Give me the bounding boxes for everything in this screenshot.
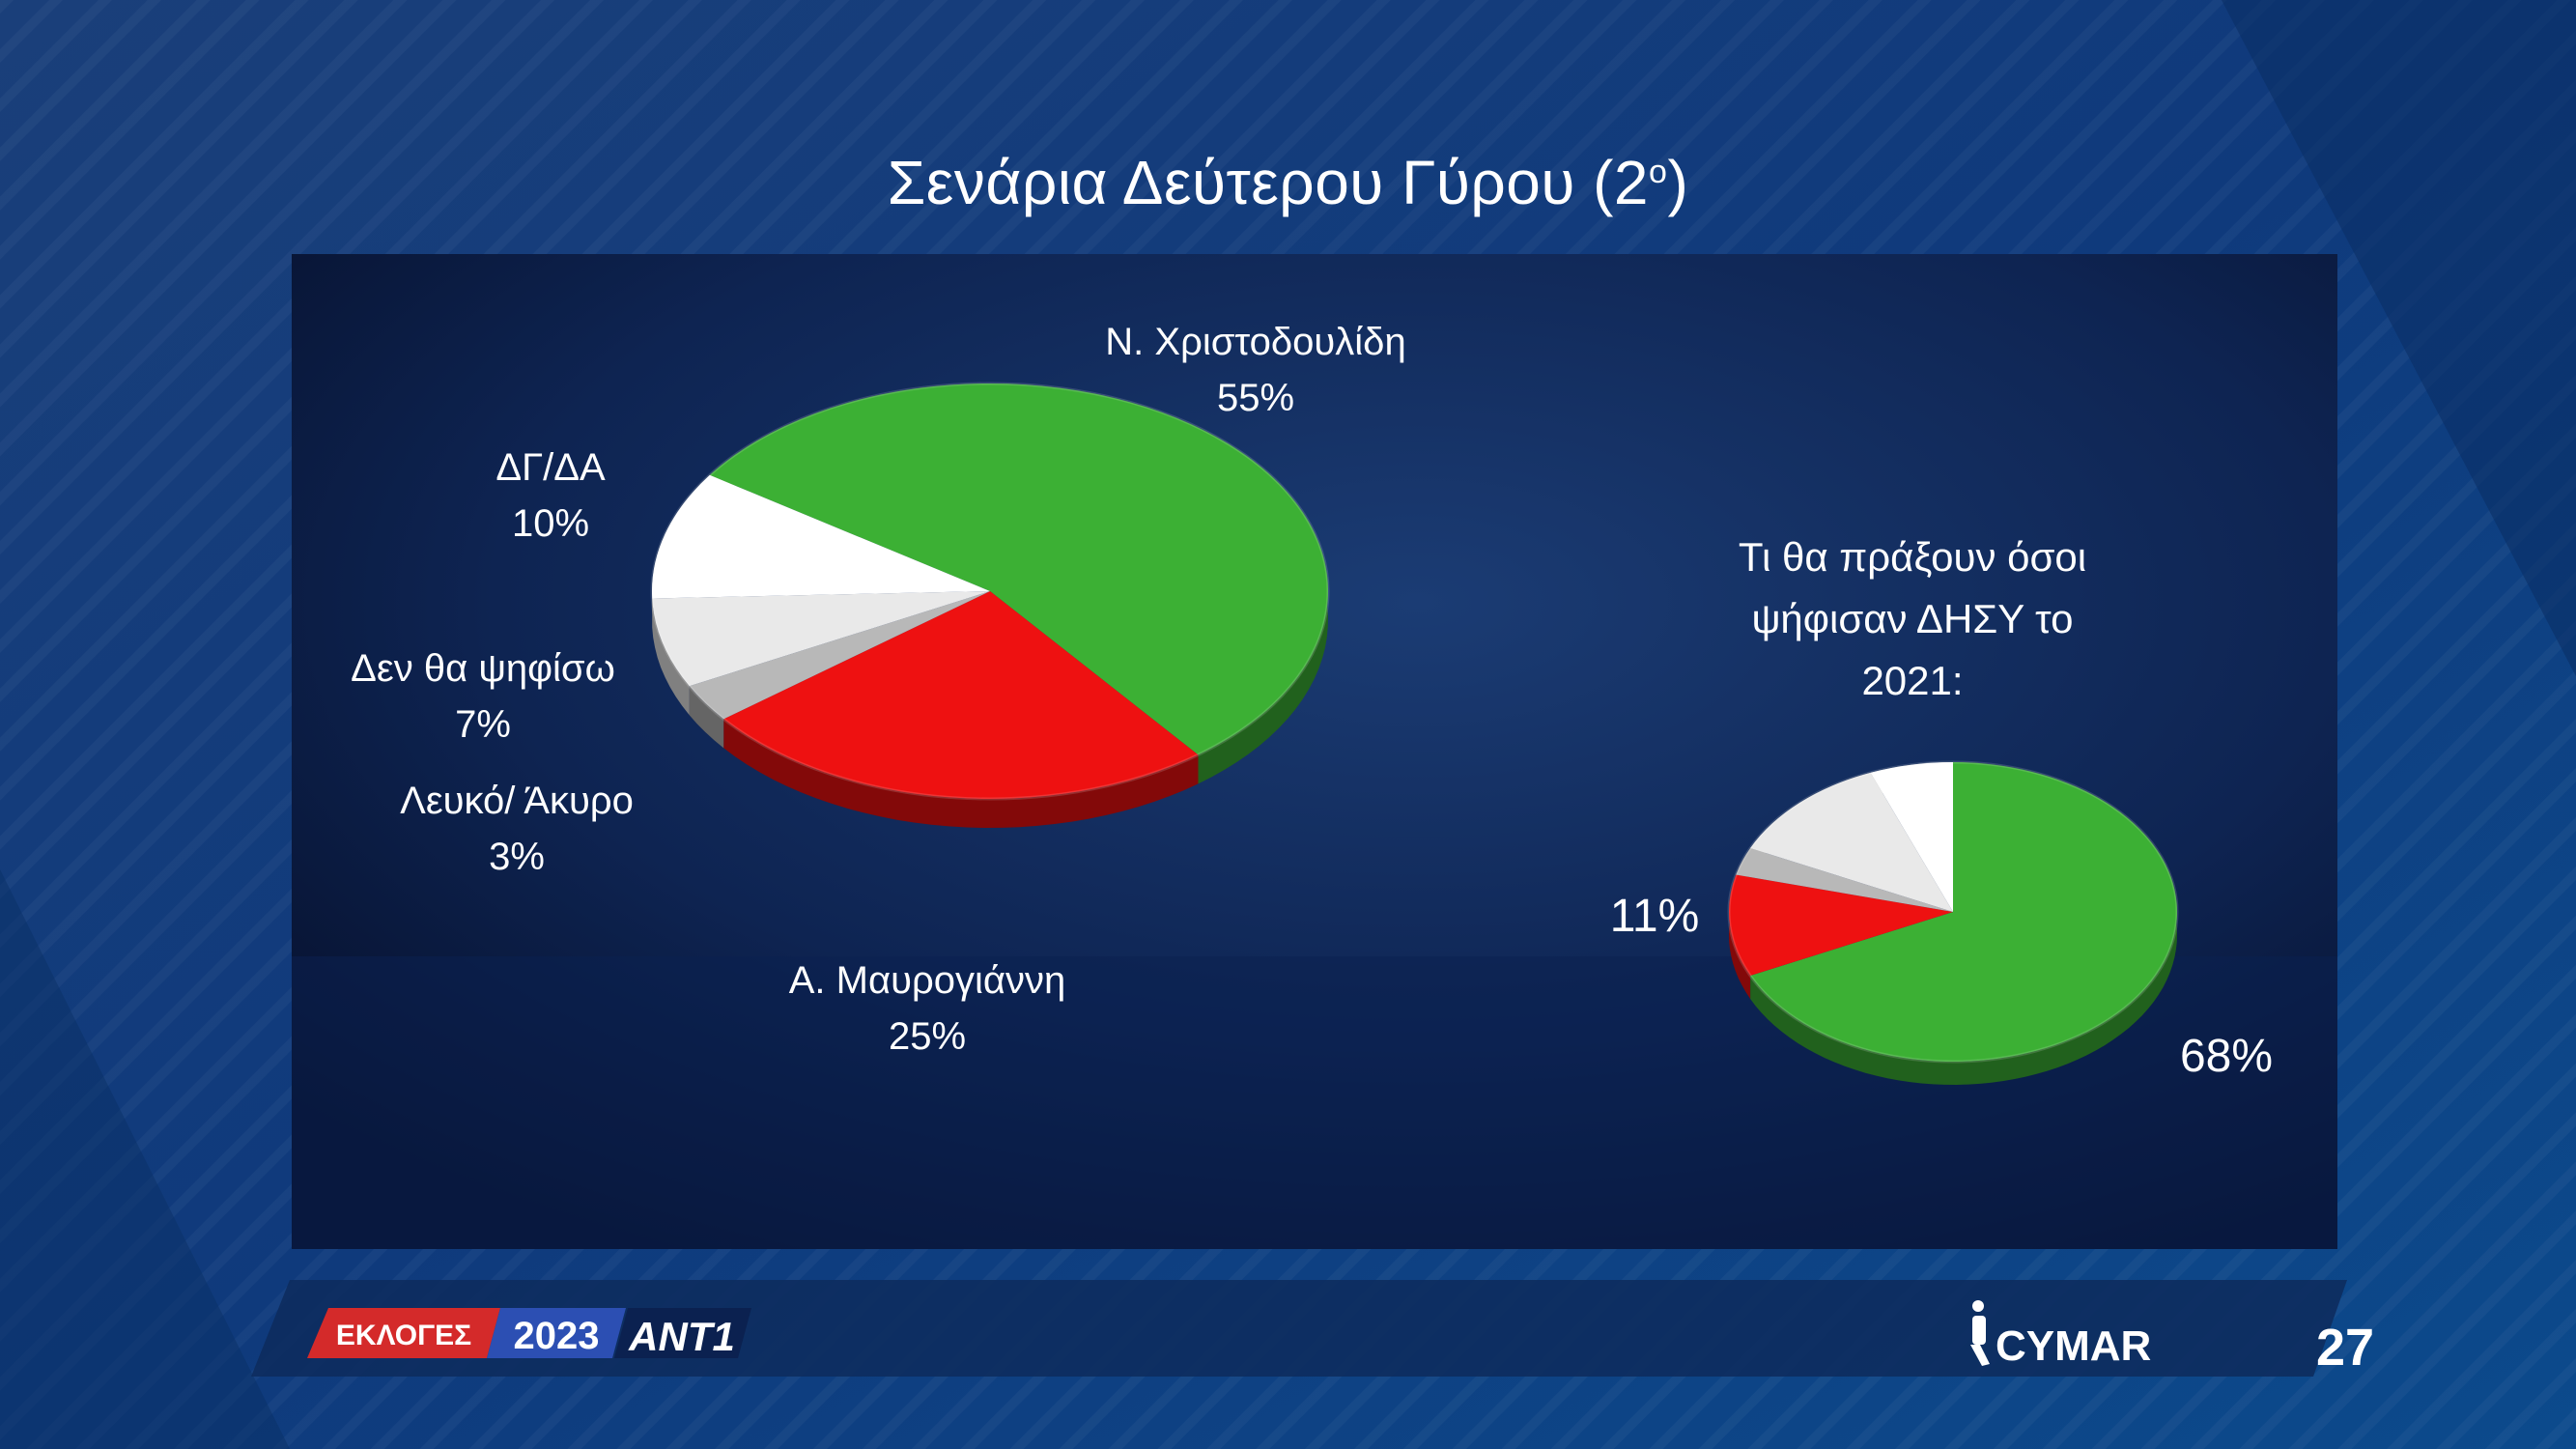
cymar-logo: CYMAR xyxy=(1970,1300,2151,1370)
label-dg-da: ΔΓ/ΔΑ 10% xyxy=(495,446,606,545)
svg-text:2023: 2023 xyxy=(514,1315,600,1357)
page-number: 27 xyxy=(2316,1319,2375,1377)
page-title: Σενάρια Δεύτερου Γύρου (2ο) xyxy=(887,148,1689,217)
label-small-green: 68% xyxy=(2179,1031,2274,1082)
pie-1-rim xyxy=(1727,760,2179,1064)
pie-0-side-1 xyxy=(723,719,1199,828)
pie-1-side-1 xyxy=(1729,874,1751,999)
second-chart-title: Τι θα πράξουν όσοι ψήφισαν ΔΗΣΥ το 2021: xyxy=(1738,534,2087,703)
pie-0-side-3 xyxy=(652,598,690,716)
label-mavrogianni: Α. Μαυρογιάννη 25% xyxy=(788,959,1066,1058)
pie-0-rim xyxy=(650,382,1330,801)
label-lefko-akyro: Λευκό/ Άκυρο 3% xyxy=(400,780,634,878)
pie-1-slice-0 xyxy=(1750,762,2178,1062)
pie-0-slice-1 xyxy=(723,591,1199,800)
svg-text:ΕΚΛΟΓΕΣ: ΕΚΛΟΓΕΣ xyxy=(336,1320,471,1351)
pie-chart-1 xyxy=(1727,760,2179,1085)
pie-0-side-2 xyxy=(689,686,724,749)
label-den-tha-psifiso: Δεν θα ψηφίσω 7% xyxy=(351,647,615,746)
pie-0-slice-3 xyxy=(652,591,990,687)
pie-chart-0 xyxy=(650,382,1330,828)
pie-1-slice-2 xyxy=(1736,848,1953,912)
svg-text:CYMAR: CYMAR xyxy=(1996,1322,2151,1370)
pie-1-slice-3 xyxy=(1750,772,1953,912)
svg-text:ANT1: ANT1 xyxy=(628,1314,735,1359)
pie-0-slice-0 xyxy=(709,383,1329,755)
pie-1-slice-1 xyxy=(1729,874,1953,976)
footer-bar xyxy=(251,1280,2347,1377)
label-christodoulidi: Ν. Χριστοδουλίδη 55% xyxy=(1105,321,1406,419)
pie-1-slice-4 xyxy=(1870,762,1953,912)
label-small-red: 11% xyxy=(1609,891,1700,942)
pie-0-slice-2 xyxy=(689,591,990,720)
pie-0-slice-4 xyxy=(651,474,990,599)
elections-2023-logo: ΕΚΛΟΓΕΣ 2023 ANT1 xyxy=(307,1308,751,1359)
